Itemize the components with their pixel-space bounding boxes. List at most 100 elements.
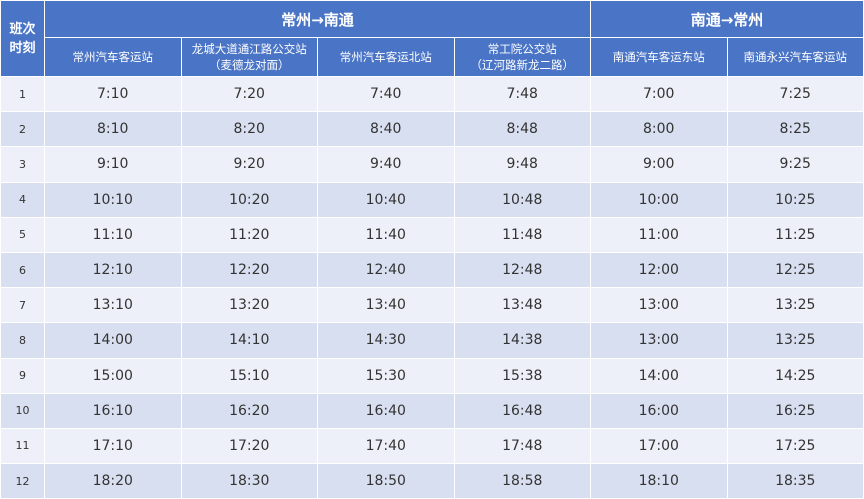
table-row: 12 18:20 18:30 18:50 18:58 18:10 18:35 [0,463,864,499]
direction-nantong-changzhou: 南通→常州 [590,0,864,38]
departure-time: 12:48 [453,251,591,289]
table-row: 1 7:10 7:20 7:40 7:48 7:00 7:25 [0,75,864,113]
station-header: 南通永兴汽车客运站 [726,37,864,77]
departure-time: 13:20 [180,287,318,324]
table-row: 11 17:10 17:20 17:40 17:48 17:00 17:25 [0,427,864,465]
departure-time: 8:10 [44,111,182,148]
table-row: 7 13:10 13:20 13:40 13:48 13:00 13:25 [0,287,864,324]
departure-time: 9:20 [180,146,318,183]
table-row: 6 12:10 12:20 12:40 12:48 12:00 12:25 [0,251,864,289]
departure-time: 18:35 [726,463,864,499]
table-row: 2 8:10 8:20 8:40 8:48 8:00 8:25 [0,111,864,148]
direction-changzhou-nantong: 常州→南通 [44,0,591,38]
table-row: 5 11:10 11:20 11:40 11:48 11:00 11:25 [0,216,864,253]
departure-time: 9:00 [590,146,728,183]
departure-time: 11:48 [453,216,591,253]
departure-time: 10:20 [180,181,318,218]
departure-time: 7:25 [726,75,864,113]
departure-time: 15:38 [453,357,591,394]
departure-time: 12:20 [180,251,318,289]
trip-number: 11 [0,427,45,465]
departure-time: 14:00 [44,322,182,359]
table-row: 4 10:10 10:20 10:40 10:48 10:00 10:25 [0,181,864,218]
departure-time: 16:40 [317,392,455,429]
departure-time: 9:10 [44,146,182,183]
departure-time: 11:00 [590,216,728,253]
departure-time: 11:40 [317,216,455,253]
departure-time: 15:30 [317,357,455,394]
departure-time: 13:25 [726,287,864,324]
departure-time: 10:25 [726,181,864,218]
departure-time: 13:00 [590,322,728,359]
departure-time: 7:00 [590,75,728,113]
departure-time: 13:48 [453,287,591,324]
departure-time: 16:48 [453,392,591,429]
station-name: 常州汽车客运站 [72,50,154,64]
departure-time: 9:48 [453,146,591,183]
trip-label: 班次 [9,21,36,37]
departure-time: 11:10 [44,216,182,253]
departure-time: 8:00 [590,111,728,148]
table-row: 10 16:10 16:20 16:40 16:48 16:00 16:25 [0,392,864,429]
departure-time: 7:40 [317,75,455,113]
station-header: 常工院公交站 （辽河路新龙二路） [453,37,591,77]
table-row: 8 14:00 14:10 14:30 14:38 13:00 13:25 [0,322,864,359]
trip-number: 9 [0,357,45,394]
departure-time: 13:10 [44,287,182,324]
table-row: 9 15:00 15:10 15:30 15:38 14:00 14:25 [0,357,864,394]
departure-time: 18:10 [590,463,728,499]
table-row: 3 9:10 9:20 9:40 9:48 9:00 9:25 [0,146,864,183]
trip-number: 7 [0,287,45,324]
departure-time: 17:40 [317,427,455,465]
departure-time: 7:48 [453,75,591,113]
station-name: 南通汽车客运东站 [612,50,705,64]
departure-time: 14:25 [726,357,864,394]
departure-time: 13:40 [317,287,455,324]
station-name: 常工院公交站 [487,42,557,56]
departure-time: 13:25 [726,322,864,359]
departure-time: 12:00 [590,251,728,289]
departure-time: 10:40 [317,181,455,218]
trip-number: 6 [0,251,45,289]
station-name: 南通永兴汽车客运站 [743,50,848,64]
trip-number: 2 [0,111,45,148]
departure-time: 13:00 [590,287,728,324]
departure-time: 18:20 [44,463,182,499]
departure-time: 16:25 [726,392,864,429]
departure-time: 18:30 [180,463,318,499]
departure-time: 11:20 [180,216,318,253]
trip-number: 3 [0,146,45,183]
departure-time: 18:50 [317,463,455,499]
trip-number: 5 [0,216,45,253]
station-header: 龙城大道通江路公交站 （麦德龙对面） [180,37,318,77]
trip-number: 10 [0,392,45,429]
departure-time: 8:25 [726,111,864,148]
station-header: 南通汽车客运东站 [590,37,728,77]
station-note: （麦德龙对面） [209,58,290,72]
departure-time: 7:20 [180,75,318,113]
departure-time: 14:10 [180,322,318,359]
departure-time: 12:40 [317,251,455,289]
departure-time: 14:38 [453,322,591,359]
departure-time: 10:00 [590,181,728,218]
station-name: 龙城大道通江路公交站 [191,42,307,56]
departure-time: 17:00 [590,427,728,465]
departure-time: 12:25 [726,251,864,289]
departure-time: 17:48 [453,427,591,465]
departure-time: 18:58 [453,463,591,499]
station-header: 常州汽车客运站 [44,37,182,77]
departure-time: 8:20 [180,111,318,148]
time-label: 时刻 [9,40,36,56]
departure-time: 9:40 [317,146,455,183]
station-note: （辽河路新龙二路） [470,58,575,72]
departure-time: 7:10 [44,75,182,113]
departure-time: 14:30 [317,322,455,359]
trip-number: 12 [0,463,45,499]
trip-time-header: 班次 时刻 [0,0,45,77]
departure-time: 17:25 [726,427,864,465]
departure-time: 11:25 [726,216,864,253]
departure-time: 8:40 [317,111,455,148]
departure-time: 17:20 [180,427,318,465]
station-header: 常州汽车客运北站 [317,37,455,77]
